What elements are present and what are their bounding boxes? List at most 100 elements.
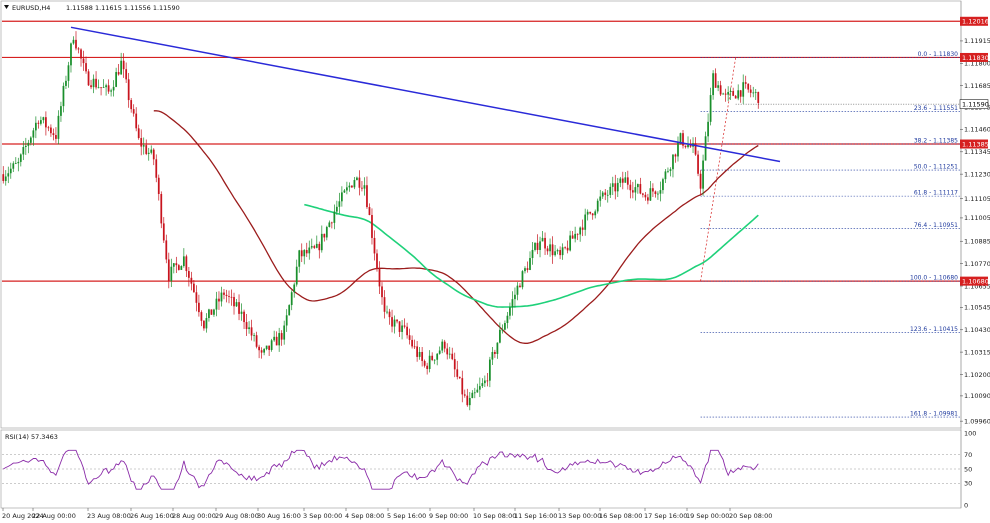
candle-body <box>368 207 371 216</box>
candle-body <box>521 271 524 288</box>
candle-body <box>351 185 353 188</box>
candle-body <box>662 179 664 191</box>
candle-body <box>647 197 649 201</box>
candle-body <box>561 247 564 256</box>
candle-body <box>757 91 760 103</box>
candle-body <box>245 322 248 330</box>
moving-averages <box>153 110 759 344</box>
candle-body <box>288 305 291 316</box>
candle-body <box>631 190 634 193</box>
rsi-header: RSI(14) 57.3463 <box>5 433 58 441</box>
candle-body <box>441 341 444 351</box>
candle-body <box>679 133 682 143</box>
candle-body <box>175 263 178 266</box>
time-tick-label: 19 Sep 00:00 <box>686 512 729 520</box>
candle-body <box>240 311 243 314</box>
candle-body <box>135 113 138 129</box>
candle-body <box>50 127 52 134</box>
candle-body <box>255 335 258 347</box>
candle-body <box>60 106 62 116</box>
candle-body <box>24 145 27 148</box>
time-tick-label: 5 Sep 16:00 <box>387 512 426 520</box>
candle-body <box>727 92 730 95</box>
candle-body <box>263 349 265 353</box>
candle-body <box>722 93 725 95</box>
candle-body <box>483 380 486 384</box>
candle-body <box>657 193 659 195</box>
candle-body <box>248 327 250 330</box>
candle-body <box>506 315 509 323</box>
candle-body <box>739 90 742 97</box>
candle-body <box>534 242 536 250</box>
candle-body <box>195 292 198 303</box>
candle-body <box>373 237 376 254</box>
candle-body <box>649 188 652 201</box>
candle-body <box>356 177 358 181</box>
candle-body <box>742 82 745 97</box>
candle-body <box>589 211 592 214</box>
candle-body <box>32 130 35 138</box>
candle-body <box>260 350 263 353</box>
candle-body <box>363 185 366 189</box>
candle-body <box>383 297 386 312</box>
time-tick-label: 16 Sep 08:00 <box>599 512 642 520</box>
candle-body <box>34 122 37 131</box>
candle-body <box>14 163 17 165</box>
candle-body <box>233 297 235 307</box>
candle-body <box>190 277 193 284</box>
time-tick-label: 4 Sep 08:00 <box>345 512 384 520</box>
candle-body <box>501 329 504 331</box>
candle-body <box>458 376 461 379</box>
level-price-tag <box>960 16 988 26</box>
price-tick-label: 1.11105 <box>964 195 990 203</box>
candle-body <box>293 284 296 293</box>
candle-body <box>70 43 72 66</box>
price-tick-label: 1.10545 <box>964 304 990 312</box>
candle-body <box>120 60 123 75</box>
collapse-arrow-icon[interactable] <box>4 5 9 9</box>
candle-body <box>619 178 622 183</box>
candle-body <box>122 60 125 70</box>
rsi-tick-label: 100 <box>964 429 976 437</box>
candle-body <box>386 311 388 313</box>
candle-body <box>117 72 120 75</box>
candle-body <box>102 87 105 88</box>
candle-body <box>556 250 559 252</box>
candle-body <box>346 187 348 191</box>
candle-body <box>57 115 60 139</box>
candle-body <box>667 170 669 172</box>
candle-body <box>423 360 426 366</box>
candle-body <box>223 292 225 295</box>
level-price-tag <box>960 139 988 149</box>
candle-body <box>396 319 398 322</box>
price-tick-label: 1.10770 <box>964 260 990 268</box>
candle-body <box>228 296 230 297</box>
candle-body <box>747 83 750 90</box>
time-tick-label: 26 Aug 16:00 <box>130 512 174 520</box>
candle-body <box>624 177 627 183</box>
candle-body <box>12 163 15 169</box>
candle-body <box>90 85 92 88</box>
trendline <box>70 26 781 163</box>
candle-body <box>634 187 637 193</box>
candle-body <box>172 263 175 267</box>
candle-body <box>315 243 318 248</box>
candle-body <box>29 137 32 143</box>
candle-body <box>546 248 549 252</box>
candle-body <box>689 144 692 147</box>
time-tick-label: 3 Sep 00:00 <box>303 512 342 520</box>
candle-body <box>80 49 82 59</box>
candle-body <box>714 73 717 88</box>
candle-body <box>213 309 215 315</box>
candle-body <box>313 246 316 248</box>
rsi-tick-label: 50 <box>964 465 972 473</box>
candle-body <box>27 142 30 146</box>
candle-body <box>145 145 148 154</box>
candle-body <box>677 142 679 157</box>
candle-body <box>167 259 170 282</box>
candle-body <box>699 173 702 189</box>
candle-body <box>709 95 712 122</box>
candle-body <box>579 227 582 235</box>
candle-body <box>549 244 551 252</box>
candle-body <box>348 185 351 188</box>
